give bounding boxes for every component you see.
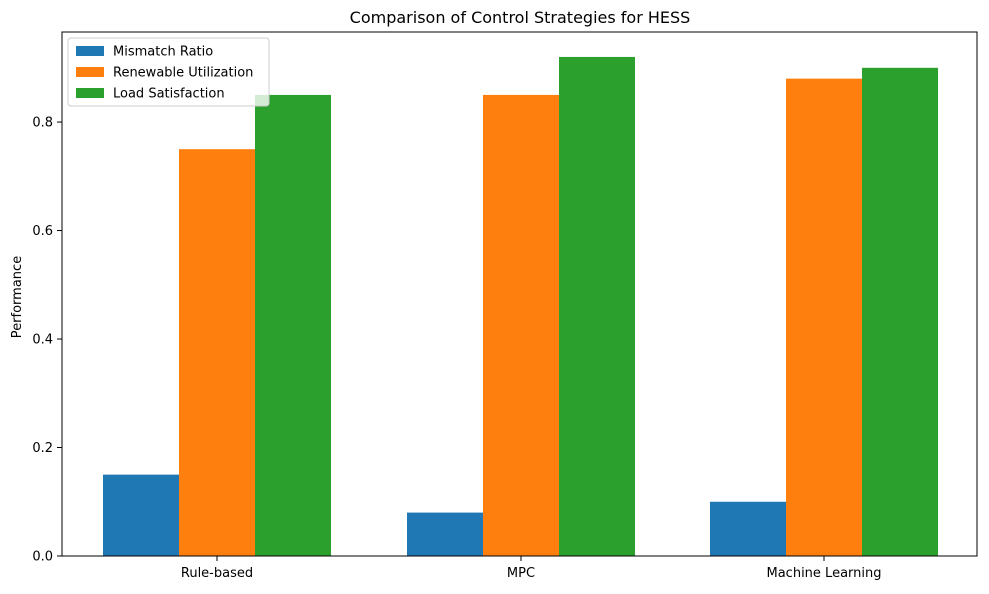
- y-tick-label: 0.4: [32, 333, 53, 348]
- bar-mismatch-ratio-machine-learning: [710, 501, 786, 556]
- bar-load-satisfaction-mpc: [559, 56, 635, 556]
- x-category-label: Rule-based: [181, 566, 253, 581]
- y-axis-label: Performance: [10, 256, 25, 338]
- y-tick-label: 0.6: [32, 224, 53, 239]
- x-category-label: MPC: [507, 566, 535, 581]
- legend-label: Renewable Utilization: [113, 66, 253, 81]
- legend-swatch: [76, 46, 104, 56]
- legend-label: Load Satisfaction: [113, 87, 225, 102]
- legend: Mismatch Ratio Renewable Utilization Load …: [67, 37, 270, 107]
- y-tick-label: 0.2: [32, 441, 53, 456]
- legend-swatch: [76, 67, 104, 77]
- y-tick-label: 0.0: [32, 550, 53, 565]
- plot-frame: [61, 31, 978, 557]
- bar-mismatch-ratio-mpc: [407, 512, 483, 556]
- legend-box: [67, 37, 270, 107]
- ticks-layer: 0.0 0.2 0.4 0.6 0.8 Rule-based MPC Machine Lear…: [32, 116, 881, 581]
- bar-renewable-utilization-machine-learning: [786, 78, 862, 557]
- bar-load-satisfaction-rule-based: [255, 94, 331, 557]
- bars-layer: [103, 56, 938, 557]
- bar-mismatch-ratio-rule-based: [103, 474, 179, 556]
- legend-label: Mismatch Ratio: [113, 45, 213, 60]
- x-category-label: Machine Learning: [767, 566, 882, 581]
- bar-renewable-utilization-rule-based: [179, 149, 255, 557]
- legend-swatch: [76, 88, 104, 98]
- bar-renewable-utilization-mpc: [483, 94, 559, 557]
- y-tick-label: 0.8: [32, 116, 53, 131]
- bar-load-satisfaction-machine-learning: [862, 67, 938, 557]
- chart-title: Comparison of Control Strategies for HES…: [350, 8, 691, 27]
